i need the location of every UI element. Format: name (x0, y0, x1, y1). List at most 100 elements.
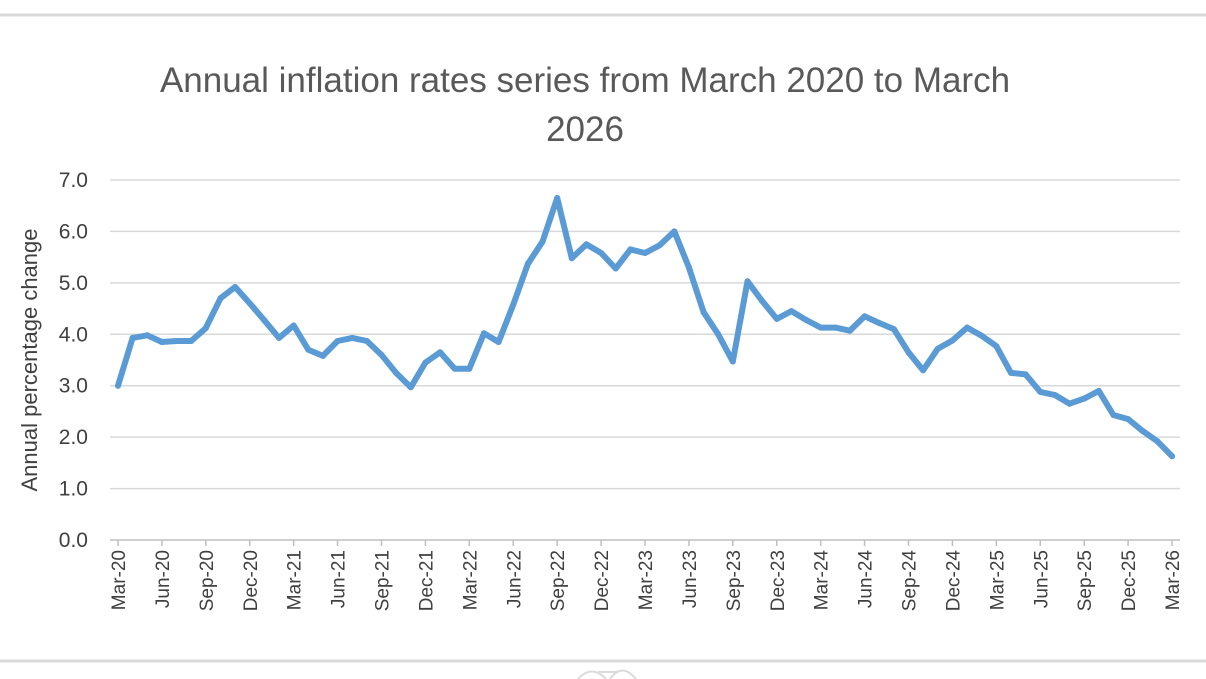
data-point (876, 320, 883, 326)
x-tick-label: Mar-26 (1163, 550, 1184, 610)
data-point (158, 339, 165, 345)
data-point (319, 352, 326, 359)
x-tick-label: Sep-24 (900, 550, 921, 612)
x-tick-label: Sep-21 (373, 550, 394, 611)
data-point (261, 317, 268, 324)
x-tick-label: Mar-24 (812, 550, 833, 611)
data-point (466, 365, 473, 372)
data-point (115, 382, 121, 389)
data-point (495, 339, 502, 345)
data-point (803, 316, 809, 323)
data-point (437, 349, 444, 356)
data-point (217, 295, 224, 302)
data-point (378, 351, 385, 358)
data-point (407, 384, 414, 391)
y-tick-label: 0.0 (59, 529, 88, 552)
data-point (861, 313, 868, 320)
data-point (246, 300, 253, 307)
data-point (1037, 388, 1044, 395)
data-point (817, 324, 824, 331)
data-point (451, 365, 458, 372)
x-tick-label: Jun-25 (1031, 550, 1052, 608)
data-point (188, 338, 195, 344)
series-line-inflation (115, 195, 1175, 460)
data-point (568, 255, 575, 262)
x-tick-labels: Mar-20 Jun-20 Sep-20 Dec-20 Mar-21 Jun-21 Sep-… (109, 540, 1184, 611)
data-point (759, 297, 766, 304)
data-point (905, 349, 912, 356)
data-point (627, 246, 634, 253)
x-tick-label: Jun-21 (329, 550, 350, 608)
data-point (1139, 428, 1146, 434)
x-tick-label: Jun-24 (856, 550, 877, 609)
data-point (202, 325, 209, 332)
y-tick-labels: 0.0 1.0 2.0 3.0 4.0 5.0 6.0 7.0 (59, 169, 88, 552)
x-tick-label: Sep-22 (548, 550, 569, 611)
data-point (598, 250, 605, 256)
data-point (232, 284, 239, 290)
data-point (276, 334, 282, 341)
data-point (993, 343, 1000, 350)
data-point (290, 322, 297, 329)
data-point (583, 241, 590, 248)
data-point (363, 338, 370, 344)
data-point (685, 264, 692, 271)
data-point (1154, 438, 1161, 445)
y-tick-label: 7.0 (59, 169, 88, 192)
x-tick-label: Dec-23 (768, 550, 789, 611)
data-point (700, 309, 707, 316)
y-tick-label: 1.0 (59, 478, 88, 501)
data-point (1022, 371, 1029, 378)
data-point (978, 332, 985, 339)
y-tick-label: 6.0 (59, 220, 88, 243)
data-point (671, 228, 678, 235)
data-point (422, 359, 429, 366)
x-tick-label: Sep-25 (1075, 550, 1096, 611)
data-point (334, 338, 341, 344)
data-point (539, 238, 546, 245)
data-point (129, 334, 136, 341)
x-tick-label: Dec-20 (241, 550, 262, 611)
data-point (1008, 369, 1014, 376)
data-point (1095, 387, 1102, 394)
data-point (890, 326, 897, 333)
data-point (1169, 453, 1175, 460)
data-point (642, 250, 648, 256)
data-point (144, 332, 151, 339)
y-tick-label: 3.0 (59, 375, 88, 398)
data-point (481, 330, 487, 337)
x-tick-label: Dec-21 (416, 550, 437, 611)
x-tick-label: Mar-20 (109, 550, 130, 610)
data-point (173, 338, 180, 344)
x-tick-label: Sep-20 (197, 550, 218, 611)
y-tick-label: 5.0 (59, 272, 88, 295)
gridlines (110, 179, 1180, 490)
x-tick-label: Mar-22 (460, 550, 481, 610)
data-point (612, 265, 619, 272)
x-tick-label: Mar-21 (285, 550, 306, 610)
x-tick-label: Sep-23 (724, 550, 745, 611)
chart-title-line-2: 2026 (546, 110, 624, 149)
data-point (524, 260, 531, 267)
x-tick-label: Jun-20 (153, 550, 174, 608)
x-tick-label: Jun-22 (504, 550, 525, 608)
data-point (554, 195, 561, 201)
data-point (832, 324, 839, 331)
x-tick-label: Mar-23 (636, 550, 657, 610)
crest-watermark-icon (577, 669, 637, 679)
data-point (729, 358, 736, 365)
data-point (964, 324, 971, 331)
data-point (1110, 412, 1117, 418)
data-point (1051, 392, 1058, 398)
data-point (788, 308, 795, 315)
data-point (393, 369, 400, 376)
data-point (510, 301, 517, 308)
data-point (773, 315, 780, 322)
y-axis-label: Annual percentage change (17, 229, 42, 492)
x-tick-label: Jun-23 (680, 550, 701, 608)
data-point (846, 327, 853, 334)
data-point (934, 345, 941, 352)
data-point (949, 337, 956, 344)
data-point (920, 367, 927, 374)
